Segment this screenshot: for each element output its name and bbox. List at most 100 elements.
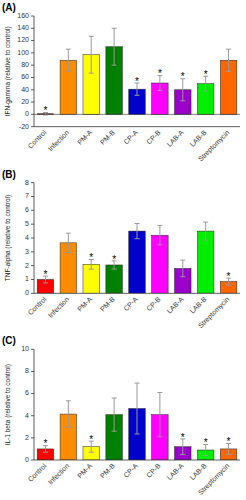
x-tick-label: LAB-A [166,128,185,147]
plot-area [37,222,237,293]
significance-star: * [135,76,139,87]
x-tick-label: PM-B [99,462,117,480]
y-tick-label: 40 [21,86,29,93]
error-bar [66,401,71,428]
y-tick-label: 2 [25,434,29,441]
y-tick-label: 100 [17,49,29,56]
significance-star: * [112,254,116,265]
x-tick-label: PM-B [99,295,117,313]
y-tick-label: 140 [17,24,29,31]
panel: 0246810*****ControlInfectionPM-APM-BCP-A… [2,335,240,496]
x-tick-label: LAB-A [166,295,185,314]
error-bar [112,28,117,65]
y-tick [31,28,34,29]
x-tick-label: LAB-B [188,128,207,147]
panel: -20020406080100120140160*****ControlInfe… [2,2,240,163]
x-tick-label: CP-A [122,295,139,312]
x-tick-label: Infection [47,295,71,319]
y-tick-label: 60 [21,73,29,80]
plot-area [37,383,237,460]
y-axis [34,16,35,127]
bar [129,231,145,293]
y-tick [31,52,34,53]
y-tick-label: 10 [21,345,29,352]
x-tick-label: Infection [47,462,71,486]
y-tick [31,89,34,90]
y-tick-label: 5 [25,220,29,227]
y-tick-label: 7 [25,192,29,199]
error-bar [89,36,94,73]
significance-star: * [89,252,93,263]
y-tick-label: -20 [19,123,29,130]
y-tick [31,293,34,294]
y-axis-label: IL-1 beta (relative to control) [4,364,12,445]
y-tick-label: 160 [17,12,29,19]
y-tick [31,238,34,239]
bar [197,231,213,293]
y-axis-label: TNF-alpha (relative to control) [4,195,12,281]
x-tick-label: Streptomycin [197,295,232,330]
y-tick-label: 0 [25,289,29,296]
x-tick-label: PM-A [76,295,94,313]
x-tick-label: Infection [47,129,71,153]
x-tick-label: LAB-B [188,295,207,314]
x-tick-label: Control [27,462,48,483]
x-tick-label: LAB-B [188,462,207,481]
y-tick-label: 4 [25,412,29,419]
x-tick-label: Control [27,128,48,149]
y-tick-label: 8 [25,367,29,374]
significance-star: * [43,105,47,116]
y-tick [31,210,34,211]
y-tick [31,349,34,350]
y-axis [34,349,35,460]
significance-star: * [181,432,185,443]
figure: -20020406080100120140160*****ControlInfe… [0,0,246,500]
panel-label: (C) [2,335,16,346]
y-tick [31,77,34,78]
significance-star: * [227,271,231,282]
y-tick-label: 20 [21,98,29,105]
y-tick [31,371,34,372]
y-tick [31,265,34,266]
x-tick-label: Control [27,295,48,316]
y-tick-label: 8 [25,179,29,186]
y-tick [31,114,34,115]
y-tick-label: 0 [25,110,29,117]
error-bar [157,392,162,436]
error-bar [180,260,185,277]
error-bar [135,383,140,434]
x-tick-label: CP-A [122,462,139,479]
y-axis [34,183,35,294]
x-tick-label: LAB-A [166,462,185,481]
y-tick-label: 4 [25,234,29,241]
panel: 012345678****ControlInfectionPM-APM-BCP-… [2,169,240,330]
y-tick [31,182,34,183]
bar [83,264,99,293]
x-axis [34,460,240,461]
significance-star: * [181,71,185,82]
bar [106,265,122,293]
error-bar [226,49,231,71]
x-tick-label: CP-A [122,129,139,146]
error-bar [157,226,162,245]
y-tick [31,102,34,103]
plot-area [37,28,237,115]
error-bar [66,233,71,252]
y-tick-label: 80 [21,61,29,68]
y-tick [31,279,34,280]
x-axis [34,126,240,127]
significance-star: * [89,434,93,445]
y-tick [31,40,34,41]
y-tick [31,437,34,438]
x-tick-label: CP-B [145,462,162,479]
y-tick [31,393,34,394]
y-tick [31,224,34,225]
y-tick [31,415,34,416]
x-tick-label: CP-B [145,129,162,146]
panel-label: (A) [2,2,16,13]
y-tick [31,65,34,66]
y-tick [31,126,34,127]
y-tick-label: 6 [25,206,29,213]
error-bar [66,49,71,71]
x-tick-label: PM-B [99,128,117,146]
